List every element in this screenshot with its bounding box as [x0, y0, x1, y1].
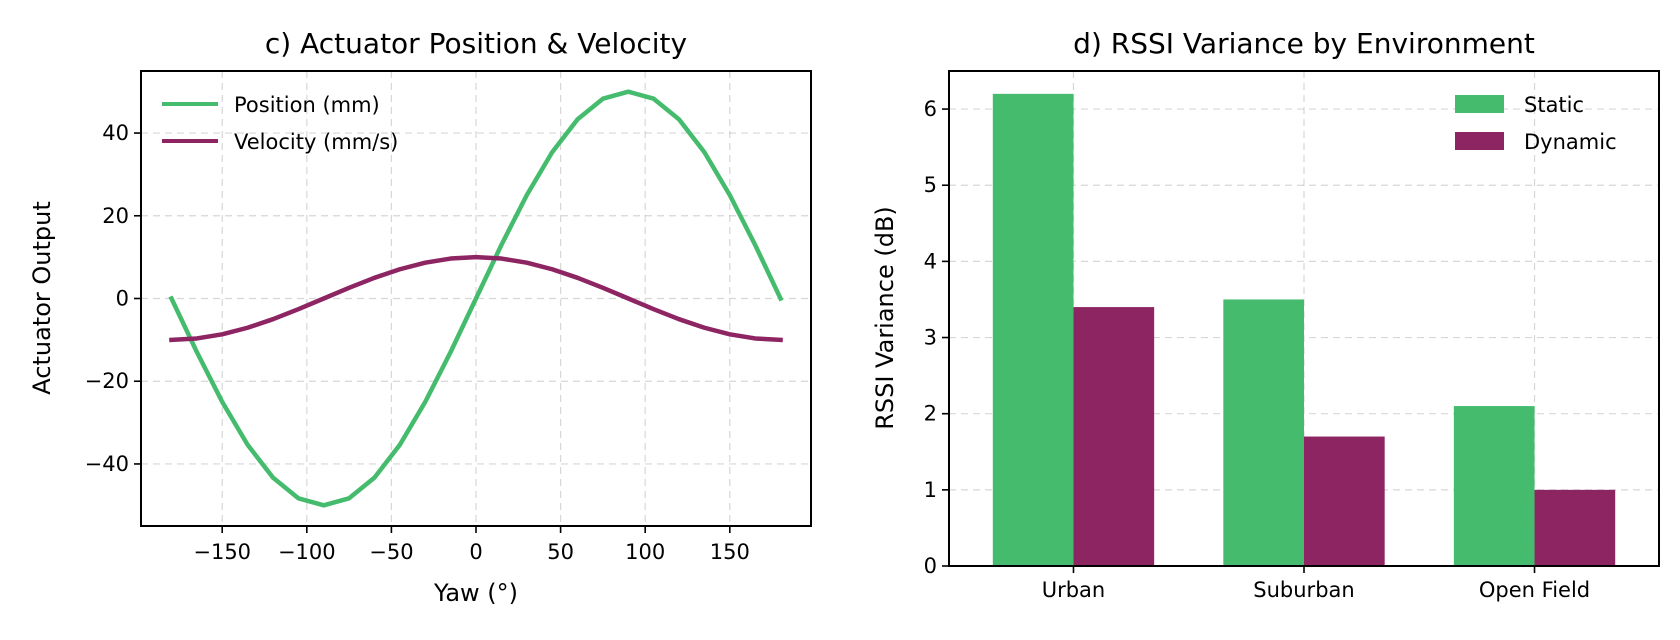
bar-chart-bars — [992, 93, 1616, 566]
legend-swatch-static — [1455, 95, 1504, 113]
legend-label-dynamic: Dynamic — [1524, 130, 1617, 154]
y-tick-label: 4 — [924, 249, 937, 273]
y-tick-label: 0 — [116, 287, 129, 311]
bar-dynamic-0 — [1073, 307, 1155, 566]
bar-chart-legend: Static Dynamic — [1455, 93, 1617, 154]
y-tick-label: 6 — [924, 97, 937, 121]
legend-label-velocity: Velocity (mm/s) — [234, 130, 398, 154]
x-tick-label: 50 — [547, 540, 574, 564]
x-tick-label: −50 — [369, 540, 413, 564]
y-tick-label: −20 — [85, 369, 129, 393]
y-tick-label: 20 — [102, 204, 129, 228]
bar-chart-y-ticks: 0 1 2 3 4 5 6 — [924, 97, 949, 578]
bar-static-2 — [1453, 406, 1535, 566]
velocity-line — [169, 254, 783, 343]
category-label: Urban — [1042, 578, 1106, 602]
bar-chart-title: d) RSSI Variance by Environment — [1073, 27, 1535, 60]
bar-chart-x-ticks: Urban Suburban Open Field — [1042, 566, 1590, 602]
y-tick-label: 5 — [924, 173, 937, 197]
bar-chart-panel: d) RSSI Variance by Environment Urban Sub… — [871, 27, 1660, 602]
bar-dynamic-2 — [1534, 489, 1616, 566]
x-tick-label: 100 — [625, 540, 665, 564]
y-tick-label: −40 — [85, 452, 129, 476]
legend-swatch-dynamic — [1455, 132, 1504, 150]
line-chart-legend: Position (mm) Velocity (mm/s) — [162, 93, 398, 154]
category-label: Suburban — [1253, 578, 1354, 602]
line-chart-series — [168, 89, 784, 508]
bar-static-1 — [1223, 299, 1304, 566]
legend-label-position: Position (mm) — [234, 93, 380, 117]
x-tick-label: −100 — [278, 540, 336, 564]
x-tick-label: 150 — [710, 540, 750, 564]
x-tick-label: −150 — [193, 540, 251, 564]
line-chart-title: c) Actuator Position & Velocity — [265, 27, 687, 60]
bar-dynamic-1 — [1304, 436, 1385, 566]
y-tick-label: 1 — [924, 478, 937, 502]
bar-chart-y-label: RSSI Variance (dB) — [871, 206, 899, 430]
line-chart-x-ticks: −150 −100 −50 0 50 100 150 — [193, 526, 750, 564]
legend-label-static: Static — [1524, 93, 1584, 117]
y-tick-label: 40 — [102, 121, 129, 145]
line-chart-panel: c) Actuator Position & Velocity −150 −100… — [28, 27, 812, 607]
line-chart-x-label: Yaw (°) — [433, 579, 518, 607]
bar-static-0 — [992, 93, 1074, 566]
line-chart-y-label: Actuator Output — [28, 201, 56, 394]
line-chart-grid — [141, 71, 811, 526]
y-tick-label: 0 — [924, 554, 937, 578]
x-tick-label: 0 — [469, 540, 482, 564]
line-chart-y-ticks: −40 −20 0 20 40 — [85, 121, 141, 476]
y-tick-label: 3 — [924, 326, 937, 350]
position-line — [168, 89, 784, 508]
y-tick-label: 2 — [924, 402, 937, 426]
category-label: Open Field — [1479, 578, 1590, 602]
